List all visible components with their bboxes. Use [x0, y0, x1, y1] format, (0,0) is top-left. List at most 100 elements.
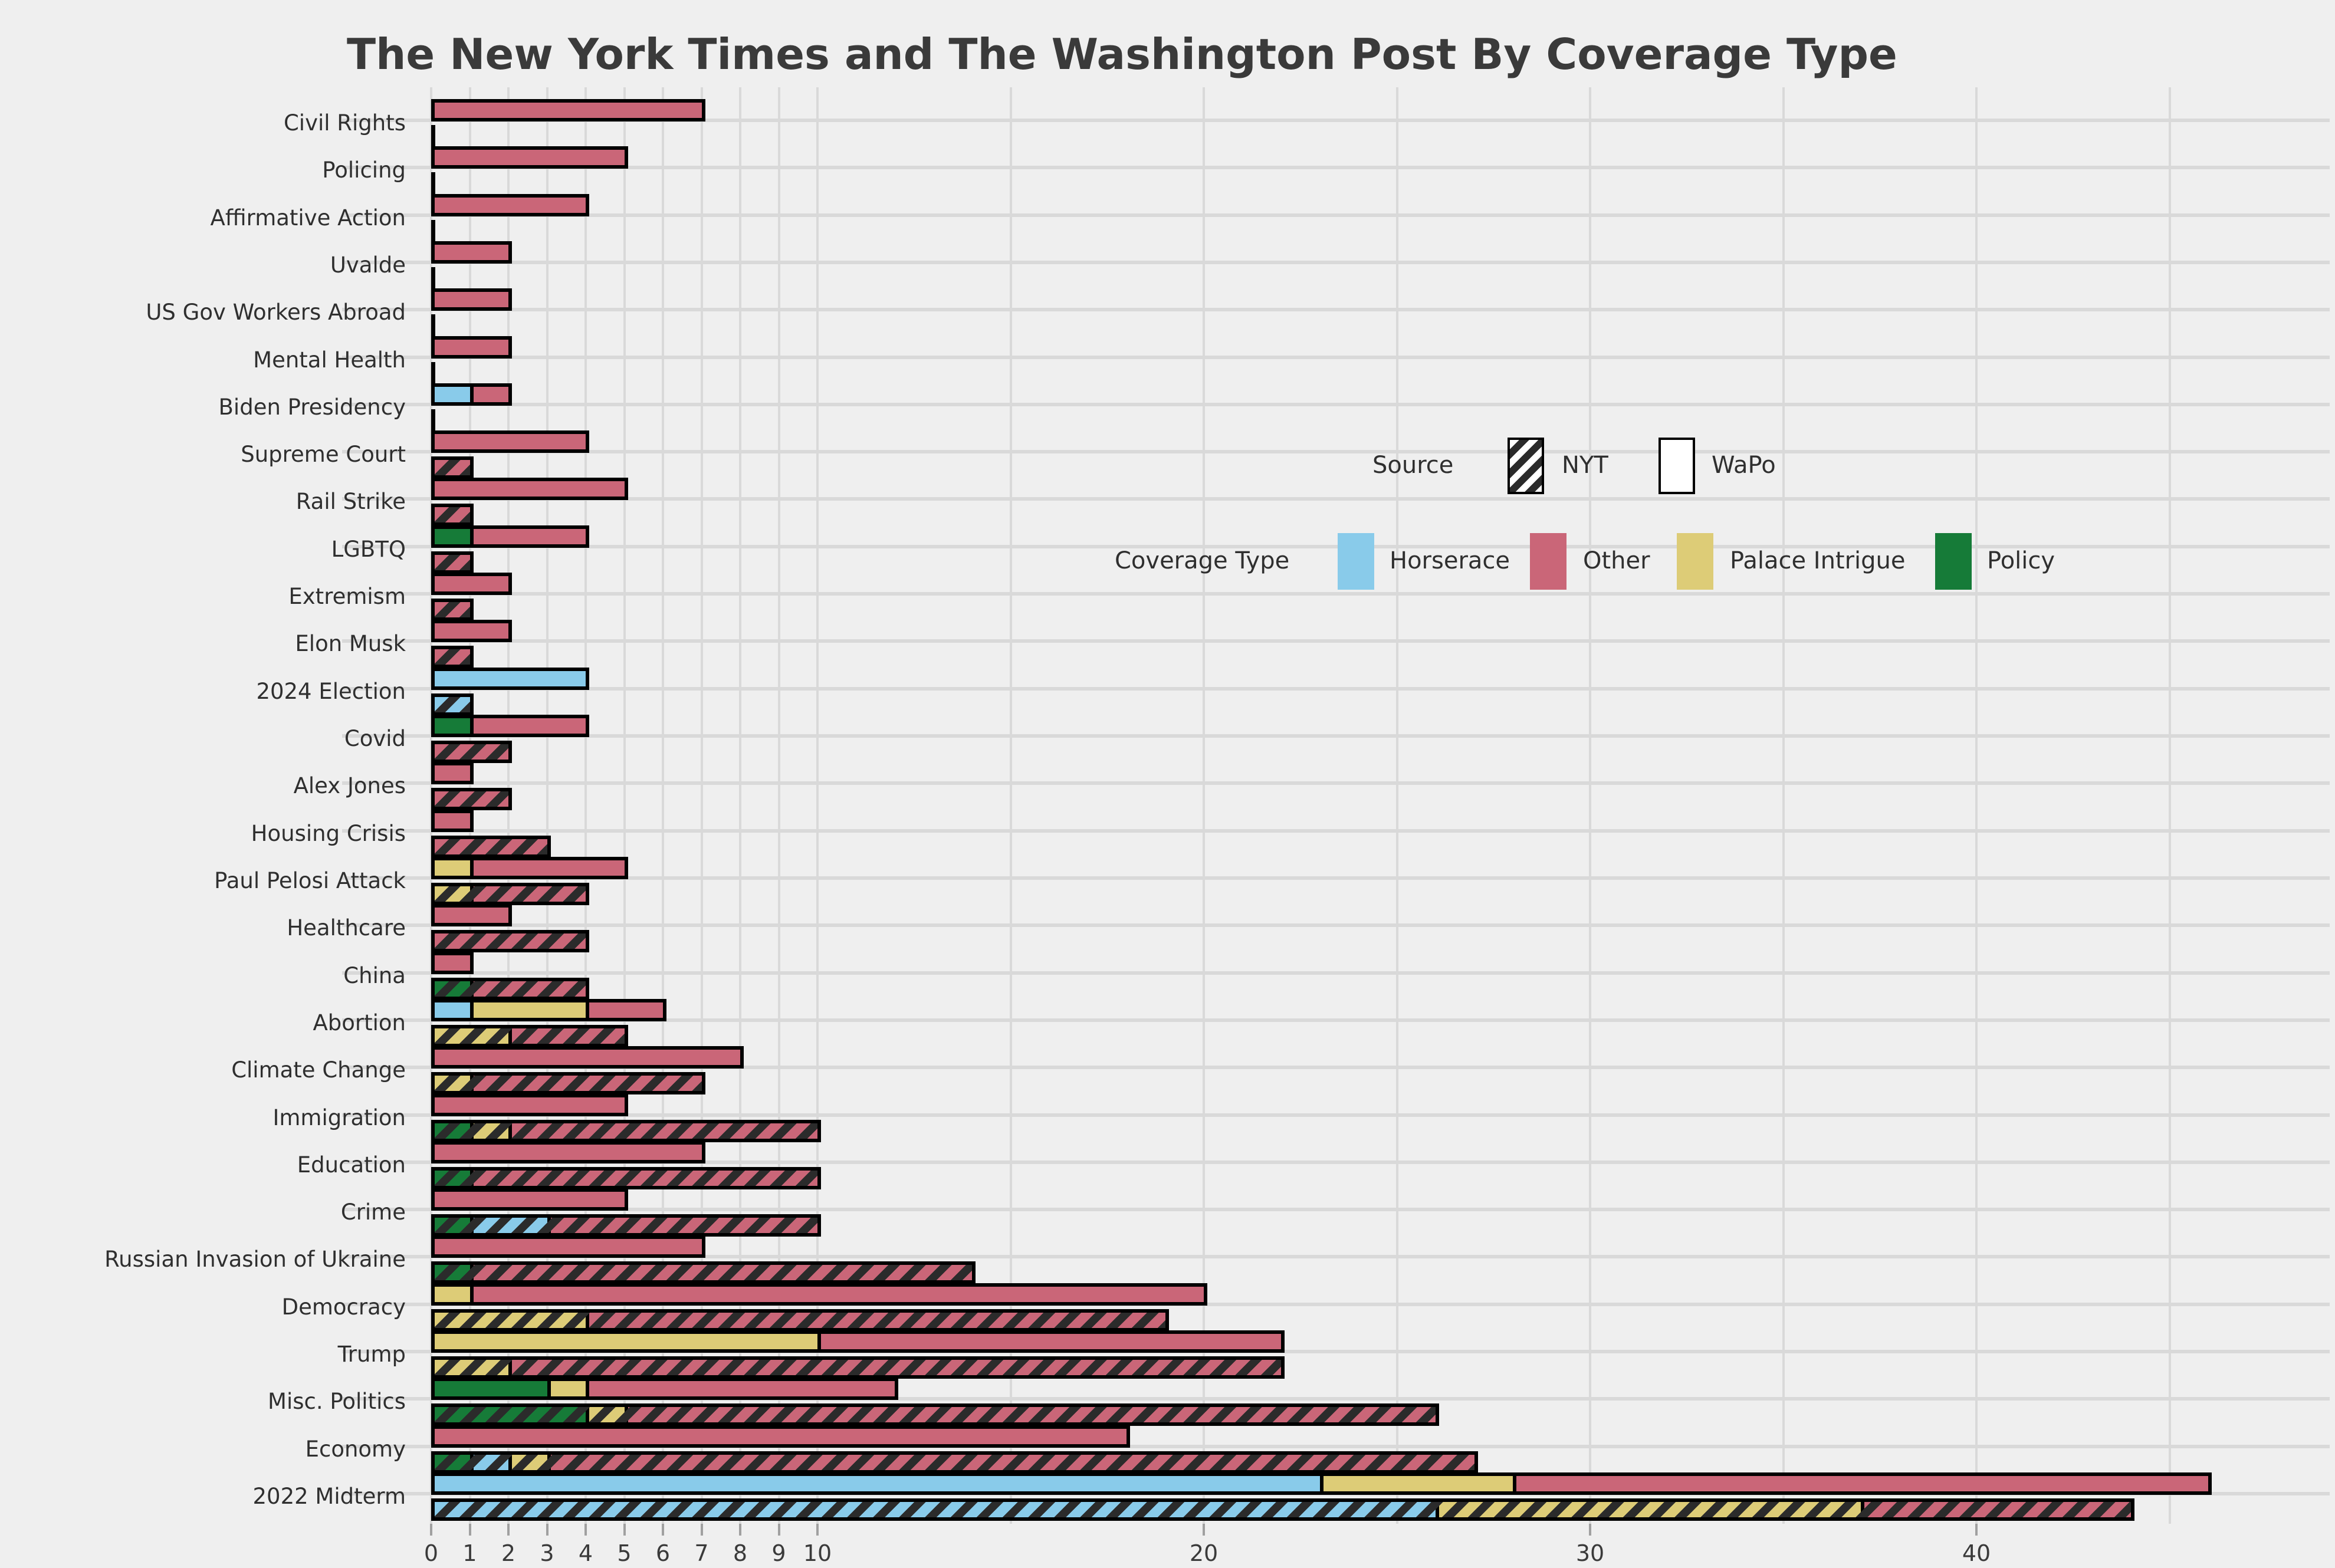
x-axis-tick-label: 7 — [694, 1540, 709, 1566]
y-gridline — [342, 639, 2330, 643]
nyt-hatch-overlay — [435, 602, 470, 618]
y-axis-label: Democracy — [281, 1294, 406, 1320]
nyt-hatch-overlay — [435, 1312, 1165, 1328]
nyt-hatch-overlay — [435, 1265, 972, 1281]
x-axis-tick — [739, 1524, 741, 1536]
bar-segment-other — [431, 1046, 744, 1069]
coverage-legend-key-horserace — [1338, 533, 1374, 590]
bar-segment-policy — [431, 715, 474, 738]
y-gridline — [342, 450, 2330, 454]
x-axis-tick — [816, 1524, 819, 1536]
x-axis-tick — [430, 1524, 432, 1536]
x-axis-tick — [623, 1524, 626, 1536]
y-gridline — [342, 544, 2330, 548]
y-axis-label: Uvalde — [330, 252, 406, 278]
y-axis-label: Mental Health — [253, 347, 406, 373]
bar-segment-palace_intrigue — [469, 998, 589, 1021]
y-gridline — [342, 308, 2330, 312]
empty-bar-outline — [431, 314, 435, 337]
bar-segment-other — [469, 1283, 1207, 1306]
bar-segment-palace_intrigue — [431, 1330, 821, 1353]
bar-segment-palace_intrigue — [1319, 1472, 1516, 1495]
x-gridline — [1975, 87, 1978, 1524]
x-gridline — [546, 87, 549, 1524]
bar-segment-other — [431, 1093, 628, 1116]
bar-segment-other — [469, 525, 589, 548]
y-axis-label: Climate Change — [231, 1057, 406, 1083]
y-gridline — [342, 734, 2330, 738]
bar-segment-palace_intrigue — [547, 1378, 589, 1401]
nyt-hatch-overlay — [435, 1028, 625, 1044]
x-axis-tick — [1203, 1524, 1205, 1536]
source-legend-key-nyt — [1508, 438, 1544, 494]
x-axis-tick-label: 9 — [771, 1540, 786, 1566]
y-gridline — [342, 1113, 2330, 1117]
bar-segment-other — [431, 904, 512, 927]
empty-bar-outline — [431, 409, 435, 432]
x-gridline — [1589, 87, 1591, 1524]
y-gridline — [342, 1066, 2330, 1070]
nyt-hatch-overlay — [435, 507, 470, 523]
y-axis-label: 2022 Midterm — [252, 1483, 406, 1509]
x-axis-tick — [584, 1524, 587, 1536]
empty-bar-outline — [431, 267, 435, 290]
y-gridline — [342, 1255, 2330, 1259]
empty-bar-outline — [431, 172, 435, 195]
nyt-hatch-overlay — [435, 981, 586, 997]
x-axis-tick-label: 2 — [501, 1540, 516, 1566]
y-axis-label: Elon Musk — [295, 631, 406, 657]
source-legend-key-wapo — [1659, 438, 1695, 494]
nyt-hatch-overlay — [435, 839, 547, 854]
nyt-hatch-overlay — [435, 554, 470, 570]
nyt-hatch-overlay — [435, 1170, 817, 1186]
bar-segment-palace_intrigue — [431, 856, 474, 879]
x-gridline — [739, 87, 741, 1524]
x-gridline — [1009, 87, 1012, 1524]
bar-segment-other — [431, 1188, 628, 1211]
y-axis-label: Supreme Court — [241, 442, 406, 468]
x-axis-tick-label: 10 — [803, 1540, 832, 1566]
bar-segment-other — [431, 430, 589, 453]
chart-title: The New York Times and The Washington Po… — [347, 29, 1897, 79]
y-gridline — [342, 166, 2330, 170]
y-gridline — [342, 1208, 2330, 1212]
x-axis-tick — [1589, 1524, 1591, 1536]
bar-segment-other — [431, 193, 589, 216]
x-gridline — [1782, 87, 1785, 1524]
y-axis-label: Misc. Politics — [268, 1389, 406, 1415]
y-axis-label: Biden Presidency — [218, 394, 406, 420]
x-gridline — [2168, 87, 2171, 1524]
y-gridline — [342, 829, 2330, 833]
bar-segment-other — [431, 146, 628, 169]
coverage-legend-item-label: Policy — [1987, 547, 2055, 574]
bar-segment-other — [431, 809, 474, 832]
y-gridline — [342, 119, 2330, 122]
x-gridline — [584, 87, 587, 1524]
y-axis-label: Crime — [340, 1199, 406, 1225]
empty-bar-outline — [431, 361, 435, 384]
x-axis-tick-label: 30 — [1575, 1540, 1605, 1566]
nyt-hatch-overlay — [435, 1218, 817, 1234]
bar-segment-other — [431, 99, 705, 121]
bar-segment-other — [431, 288, 512, 311]
y-gridline — [342, 971, 2330, 975]
x-axis-tick-label: 4 — [578, 1540, 593, 1566]
nyt-hatch-overlay — [435, 1360, 1281, 1376]
x-gridline — [700, 87, 703, 1524]
y-axis-label: Economy — [305, 1436, 406, 1462]
x-axis-tick-label: 5 — [617, 1540, 632, 1566]
x-gridline — [816, 87, 819, 1524]
y-axis-label: China — [343, 962, 406, 988]
source-legend-title: Source — [1372, 452, 1454, 479]
bar-segment-horserace — [431, 667, 589, 690]
bar-segment-other — [817, 1330, 1285, 1353]
x-axis-tick — [1975, 1524, 1978, 1536]
y-gridline — [342, 781, 2330, 785]
y-axis-label: Covid — [344, 726, 406, 752]
x-axis-tick — [700, 1524, 703, 1536]
x-axis-tick-label: 8 — [733, 1540, 748, 1566]
nyt-hatch-overlay — [435, 933, 586, 949]
bar-segment-other — [431, 951, 474, 974]
y-axis-label: Extremism — [288, 584, 406, 610]
y-axis-label: Paul Pelosi Attack — [214, 867, 406, 893]
